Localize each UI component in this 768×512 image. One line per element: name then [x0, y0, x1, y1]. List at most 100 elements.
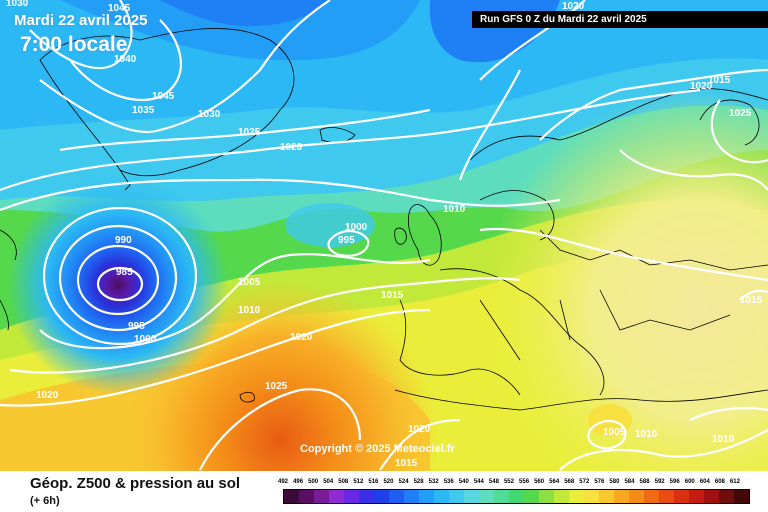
color-scale-label: 508	[338, 479, 349, 485]
color-scale-swatch	[509, 490, 524, 503]
color-scale-swatch	[299, 490, 314, 503]
forecast-date: Mardi 22 avril 2025	[14, 12, 148, 29]
isobar-label: 1005	[603, 427, 626, 438]
color-scale-swatch	[554, 490, 569, 503]
color-scale-label: 592	[654, 479, 665, 485]
color-scale-swatch	[434, 490, 449, 503]
isobar-label: 985	[116, 267, 133, 278]
color-scale-swatch	[359, 490, 374, 503]
color-scale-label: 552	[503, 479, 514, 485]
color-scale-swatch	[464, 490, 479, 503]
forecast-time: 7:00 locale	[20, 33, 128, 56]
legend-panel: Géop. Z500 & pression au sol (+ 6h) 492 4…	[0, 471, 768, 512]
isobar-label: 1015	[740, 295, 763, 306]
color-scale-label: 496	[293, 479, 304, 485]
color-scale-swatch	[329, 490, 344, 503]
isobar-label: 1015	[381, 290, 404, 301]
color-scale-swatch	[644, 490, 659, 503]
color-scale-label: 560	[534, 479, 545, 485]
color-scale-label: 548	[488, 479, 499, 485]
isobar-label: 1020	[290, 332, 313, 343]
color-scale-label: 504	[323, 479, 334, 485]
color-scale-swatch	[629, 490, 644, 503]
isobar-label: 1025	[729, 108, 752, 119]
color-scale-label: 572	[579, 479, 590, 485]
isobar-label: 1015	[395, 458, 418, 469]
isobar-label: 1005	[238, 277, 261, 288]
color-scale-label: 612	[729, 479, 740, 485]
color-scale-swatch	[719, 490, 734, 503]
isobar-label: 1045	[108, 3, 131, 14]
isobar-label: 1045	[152, 91, 175, 102]
color-scale-label: 556	[519, 479, 530, 485]
color-scale-label: 536	[443, 479, 454, 485]
isobar-label: 1020	[690, 81, 713, 92]
isobar-label: 1000	[134, 334, 157, 345]
isobar-label: 990	[115, 235, 132, 246]
color-scale-label: 608	[714, 479, 725, 485]
color-scale-label: 568	[564, 479, 575, 485]
isobar-label: 1030	[6, 0, 29, 9]
isobar-label: 1010	[238, 305, 261, 316]
coastlines	[0, 28, 768, 411]
color-scale-swatch	[314, 490, 329, 503]
color-scale-labels: 492 496 500 504 508 512 516 520 524 528 532 536 540 5…	[278, 479, 750, 489]
legend-title: Géop. Z500 & pression au sol	[30, 475, 241, 492]
legend-subtitle: (+ 6h)	[30, 495, 60, 507]
color-scale-swatch	[524, 490, 539, 503]
color-scale-swatch	[344, 490, 359, 503]
isobar-label: 1025	[238, 127, 261, 138]
color-scale-swatch	[584, 490, 599, 503]
color-scale-swatch	[539, 490, 554, 503]
isobar-label: 1020	[280, 142, 303, 153]
isobar-label: 1040	[114, 54, 137, 65]
isobar-label: 1020	[36, 390, 59, 401]
isobar-label: 995	[128, 321, 145, 332]
color-scale-swatch	[404, 490, 419, 503]
isobar-label: 1020	[408, 424, 431, 435]
color-scale-label: 584	[624, 479, 635, 485]
color-scale-label: 588	[639, 479, 650, 485]
color-scale-swatch	[284, 490, 299, 503]
color-scale-swatch	[734, 490, 749, 503]
color-scale-swatch	[674, 490, 689, 503]
run-info-label: Run GFS 0 Z du Mardi 22 avril 2025	[472, 11, 768, 28]
color-scale-label: 540	[458, 479, 469, 485]
isobar-label: 1035	[132, 105, 155, 116]
color-scale-swatch	[449, 490, 464, 503]
color-scale-label: 604	[699, 479, 710, 485]
isobar-label: 1025	[265, 381, 288, 392]
color-scale-label: 544	[473, 479, 484, 485]
weather-map: 1045 1040 1030 1045 1035 1030 1025 1020 …	[0, 0, 768, 471]
color-scale-swatch	[389, 490, 404, 503]
color-scale-swatch	[419, 490, 434, 503]
color-scale-label: 512	[353, 479, 364, 485]
color-scale-swatch	[479, 490, 494, 503]
map-canvas: 1045 1040 1030 1045 1035 1030 1025 1020 …	[0, 0, 768, 471]
isobar-label: 1010	[712, 434, 735, 445]
color-scale: 492 496 500 504 508 512 516 520 524 528 532 536 540 5…	[278, 479, 750, 504]
isobar-label: 1015	[708, 75, 731, 86]
color-scale-swatch	[659, 490, 674, 503]
color-scale-label: 500	[308, 479, 319, 485]
color-scale-swatch	[374, 490, 389, 503]
color-scale-label: 516	[368, 479, 379, 485]
isobar-label: 1020	[562, 1, 585, 12]
isobar-labels: 1045 1040 1030 1045 1035 1030 1025 1020 …	[6, 0, 763, 469]
color-scale-label: 576	[594, 479, 605, 485]
color-scale-label: 524	[398, 479, 409, 485]
color-scale-label: 596	[669, 479, 680, 485]
color-scale-label: 580	[609, 479, 620, 485]
color-scale-swatch	[614, 490, 629, 503]
isobar-label: 1000	[345, 222, 368, 233]
color-scale-swatch	[704, 490, 719, 503]
color-scale-label: 600	[684, 479, 695, 485]
color-scale-label: 492	[278, 479, 289, 485]
isobars	[0, 0, 768, 471]
color-scale-swatch	[494, 490, 509, 503]
color-scale-swatch	[689, 490, 704, 503]
isobar-label: 1010	[443, 204, 466, 215]
color-scale-label: 528	[413, 479, 424, 485]
copyright-notice: Copyright © 2025 Meteociel.fr	[300, 443, 455, 455]
color-scale-swatch	[569, 490, 584, 503]
